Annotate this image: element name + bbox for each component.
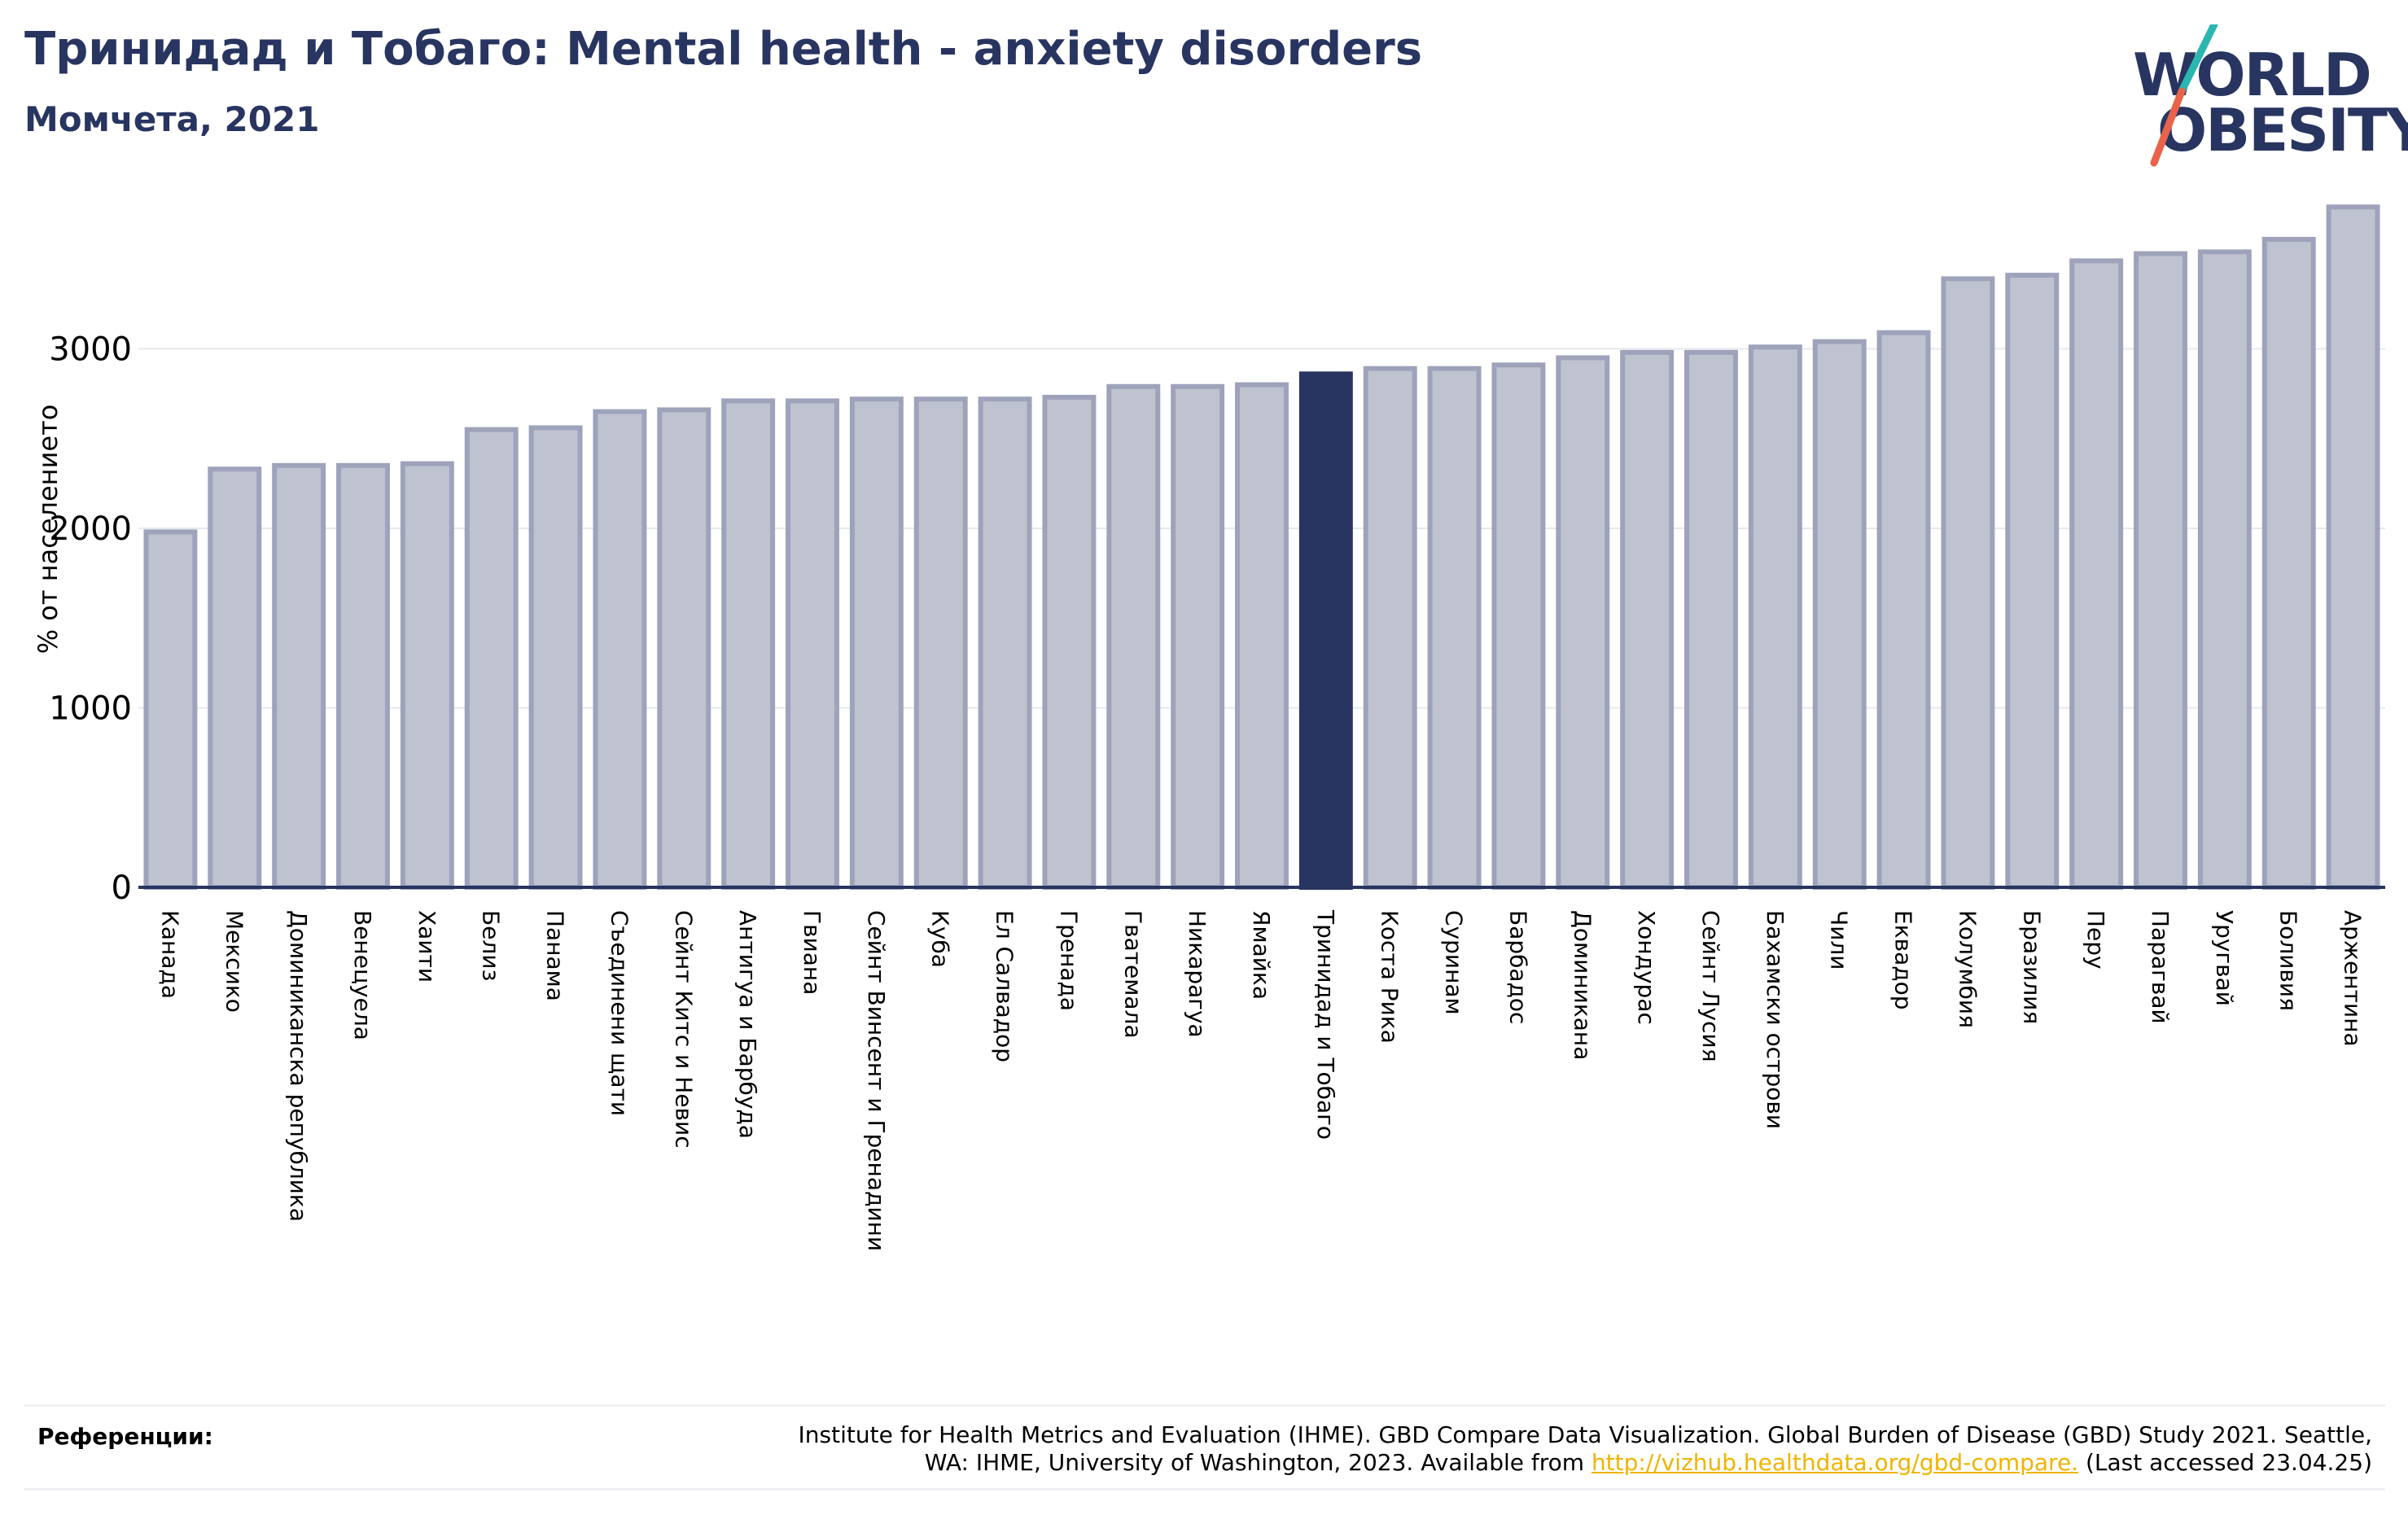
bar [336, 462, 390, 890]
bar [464, 427, 519, 890]
x-tick-label: Антигуа и Барбуда [734, 910, 761, 1139]
bar [528, 425, 583, 890]
chart-subtitle: Момчета, 2021 [24, 99, 320, 139]
bar [2134, 251, 2187, 891]
x-tick-label: Коста Рика [1377, 910, 1403, 1044]
bar [2261, 236, 2316, 890]
y-axis-label: % от населението [33, 405, 63, 655]
x-tick-label: Канада [156, 910, 183, 999]
x-tick-label: Никарагуа [1184, 910, 1211, 1038]
bar [1876, 330, 1931, 891]
bar [1748, 344, 1802, 890]
bar [657, 407, 711, 890]
bar [1941, 276, 1995, 890]
x-tick-label: Парагвай [2147, 910, 2174, 1024]
references-text: Institute for Health Metrics and Evaluat… [581, 1421, 2372, 1477]
x-tick-label: Хаити [414, 910, 440, 983]
x-tick-label: Гвиана [799, 910, 825, 995]
references-label: Референции: [37, 1423, 213, 1450]
bar [721, 398, 776, 890]
bar [978, 396, 1032, 890]
x-tick-label: Съединени щати [606, 910, 633, 1116]
bar [2326, 204, 2380, 890]
logo-text-world: WORLD [2133, 41, 2372, 109]
bar [2005, 273, 2060, 891]
x-tick-label: Доминиканска република [285, 910, 312, 1222]
bar-chart: 0 1000 2000 3000 % от населението Канада Мекси… [33, 204, 2385, 1251]
bar [786, 398, 839, 890]
bar [593, 409, 647, 890]
x-tick-label: Гватемала [1119, 910, 1146, 1039]
logo-slash-icon [2150, 24, 2218, 167]
bar [1556, 355, 1610, 890]
bar [1620, 349, 1675, 891]
bar [400, 461, 454, 891]
y-tick-label: 1000 [49, 690, 132, 727]
x-tick-label: Аржентина [2340, 910, 2366, 1047]
references-line1: Institute for Health Metrics and Evaluat… [798, 1421, 2372, 1448]
x-tick-label: Мексико [221, 910, 247, 1013]
x-tick-label: Уругвай [2211, 910, 2238, 1006]
references-line2-post: (Last accessed 23.04.25) [2078, 1449, 2372, 1476]
bar [143, 529, 198, 890]
y-tick-label: 3000 [49, 331, 132, 368]
bar [2069, 258, 2124, 890]
x-tick-label: Сейнт Китс и Невис [670, 910, 697, 1149]
bar-highlighted [1298, 371, 1353, 891]
bar [1106, 383, 1161, 890]
x-tick-label: Панама [542, 910, 569, 1001]
x-tick-label: Хондурас [1633, 910, 1660, 1025]
x-tick-label: Сейнт Лусия [1697, 910, 1724, 1062]
x-tick-label: Бразилия [2018, 910, 2045, 1024]
x-tick-label: Куба [927, 910, 954, 968]
chart-title: Тринидад и Тобаго: Mental health - anxie… [24, 23, 1423, 76]
x-tick-label: Суринам [1441, 910, 1468, 1015]
references-link[interactable]: http://vizhub.healthdata.org/gbd-compare… [1591, 1449, 2079, 1476]
x-tick-label: Ямайка [1248, 910, 1275, 1000]
bar [1427, 366, 1482, 890]
bar [272, 462, 326, 890]
bar [1042, 395, 1097, 890]
references-panel: Референции: Institute for Health Metrics… [24, 1404, 2385, 1491]
x-tick-label: Бахамски острови [1762, 910, 1788, 1129]
bar [1235, 382, 1289, 891]
y-tick-label: 2000 [49, 510, 132, 548]
x-tick-label: Боливия [2275, 910, 2302, 1011]
logo-text-obesity: OBESITY [2157, 96, 2408, 164]
bar [2197, 249, 2252, 890]
world-obesity-logo: WORLD OBESITY [2125, 24, 2408, 171]
bar [1812, 339, 1867, 890]
x-tick-label: Доминикана [1569, 910, 1596, 1060]
x-tick-label: Барбадос [1504, 910, 1531, 1024]
bar [1363, 366, 1417, 890]
bar [1171, 383, 1225, 890]
y-tick-label: 0 [112, 869, 132, 907]
bar [1684, 349, 1738, 891]
x-tick-label: Сейнт Винсент и Гренадини [863, 910, 890, 1251]
x-tick-label: Тринидад и Тобаго [1312, 909, 1339, 1140]
x-tick-label: Перу [2082, 910, 2109, 970]
bar [849, 396, 904, 890]
x-tick-label: Венецуела [349, 910, 376, 1040]
x-tick-label: Белиз [478, 910, 505, 981]
bar [1491, 362, 1546, 891]
bar [913, 396, 968, 890]
x-tick-label: Колумбия [1954, 910, 1981, 1028]
x-tick-label: Чили [1826, 910, 1853, 970]
x-tick-label: Еквадор [1890, 910, 1917, 1010]
x-tick-label: Ел Салвадор [992, 910, 1018, 1062]
x-tick-label: Гренада [1055, 910, 1082, 1011]
bar [208, 466, 262, 890]
references-line2-pre: WA: IHME, University of Washington, 2023… [924, 1449, 1591, 1476]
